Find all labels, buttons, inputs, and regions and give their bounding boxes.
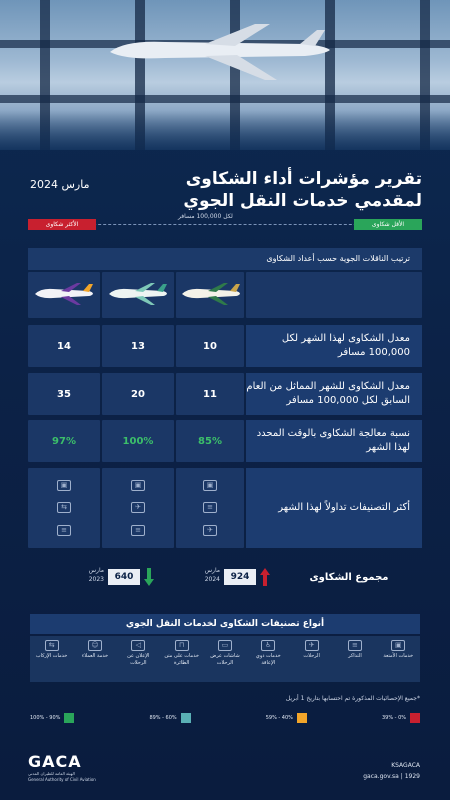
plane-icon: ✈: [203, 525, 217, 537]
airline-2-plane-icon: [109, 283, 167, 305]
airline-1-plane-icon: [182, 283, 240, 305]
website-link[interactable]: gaca.gov.sa: [363, 773, 399, 780]
row1-airline-3: 14: [28, 325, 100, 367]
person-icon: ☺: [87, 640, 102, 651]
row1-airline-2: 13: [102, 325, 174, 367]
row2-label: معدل الشكاوى للشهر المماثل من العام السا…: [246, 373, 422, 415]
report-title: تقرير مؤشرات أداء الشكاوى لمقدمي خدمات ا…: [183, 168, 422, 212]
row4-airline-3: ▣ ⇆ ≡: [28, 468, 100, 548]
categories-list: ▣ خدمات الأمتعة ≡ التذاكر ✈ الرحلات ♿ خدمات …: [30, 636, 420, 682]
title-line-1: تقرير مؤشرات أداء الشكاوى: [185, 169, 422, 189]
most-complaints-tag: الأكثر شكاوى: [28, 219, 96, 230]
category-item: ✈ الرحلات: [303, 640, 320, 659]
megaphone-icon: ◁: [131, 640, 146, 651]
boarding-icon: ⇆: [57, 502, 71, 514]
category-item: ⇆ خدمات الإركاب: [35, 640, 68, 659]
table-header: ترتيب الناقلات الجوية حسب أعداد الشكاوى: [28, 248, 422, 270]
legend-item: 89% - 60%: [149, 712, 191, 724]
total-current-period: مارس 2024: [204, 567, 220, 583]
phone-number: 1929: [404, 773, 420, 780]
row1-label-text: معدل الشكاوى لهذا الشهر لكل 100,000 مساف…: [281, 333, 410, 358]
row3-airline-2: 100%: [102, 420, 174, 462]
category-item: ◁ الإعلان عن الرحلات: [127, 640, 150, 666]
row3-label: نسبة معالجة الشكاوى بالوقت المحدد لهذا ا…: [246, 420, 422, 462]
row4-label-text: أكثر التصنيفات تداولاً لهذا الشهر: [278, 502, 410, 513]
row2-label-text: معدل الشكاوى للشهر المماثل من العام السا…: [246, 381, 410, 406]
airline-3-plane-icon: [35, 283, 93, 305]
legend-item: 39% - 0%: [382, 712, 420, 724]
ticket-icon: ≡: [203, 502, 217, 514]
bag-icon: ▣: [57, 479, 71, 491]
row2-airline-2: 20: [102, 373, 174, 415]
screen-icon: ▭: [217, 640, 232, 651]
bag-icon: ▣: [391, 640, 406, 651]
legend: 39% - 0% 59% - 40% 89% - 60% 100% - 90%: [30, 712, 420, 724]
ticket-icon: ≡: [57, 525, 71, 537]
total-current-value: 924: [224, 569, 256, 585]
total-current: مارس 2024 924: [196, 566, 276, 588]
row4-label: أكثر التصنيفات تداولاً لهذا الشهر: [246, 468, 422, 548]
title-line-2: لمقدمي خدمات النقل الجوي: [183, 191, 422, 211]
row2-airline-3: 35: [28, 373, 100, 415]
footer-contacts: KSAGACA gaca.gov.sa | 1929: [363, 762, 420, 780]
ticket-icon: ≡: [347, 640, 362, 651]
boarding-icon: ⇆: [44, 640, 59, 651]
total-previous: مارس 2023 640: [80, 566, 160, 588]
plane-icon: ✈: [304, 640, 319, 651]
row3-airline-3: 97%: [28, 420, 100, 462]
legend-item: 100% - 90%: [30, 712, 75, 724]
legend-item: 59% - 40%: [266, 712, 307, 724]
per-passengers-label: لكل 100,000 مسافر: [178, 213, 233, 220]
least-complaints-tag: الأقل شكاوى: [354, 219, 422, 230]
category-item: ▣ خدمات الأمتعة: [383, 640, 414, 659]
category-item: ☺ خدمة العملاء: [81, 640, 109, 659]
category-item: ♿ خدمات ذوي الإعاقة: [255, 640, 281, 666]
total-previous-value: 640: [108, 569, 140, 585]
gaca-logo: GACA الهيئة العامة للطيران المدني Genera…: [28, 752, 96, 783]
row1-airline-1: 10: [176, 325, 244, 367]
arrow-up-icon: [260, 568, 270, 586]
airline-cell-blank: [246, 272, 422, 318]
gaca-brand-ar: الهيئة العامة للطيران المدني: [28, 771, 75, 776]
categories-title: أنواع تصنيفات الشكاوى لخدمات النقل الجوي: [30, 614, 420, 634]
seat-icon: ⊓: [174, 640, 189, 651]
row3-airline-1: 85%: [176, 420, 244, 462]
category-item: ≡ التذاكر: [347, 640, 362, 659]
airplane-illustration: [110, 24, 330, 80]
total-previous-period: مارس 2023: [88, 567, 104, 583]
gaca-brand: GACA: [28, 752, 82, 771]
plane-icon: ✈: [131, 502, 145, 514]
report-date: مارس 2024: [30, 178, 90, 191]
bag-icon: ▣: [203, 479, 217, 491]
ticket-icon: ≡: [131, 525, 145, 537]
row1-label: معدل الشكاوى لهذا الشهر لكل 100,000 مساف…: [246, 325, 422, 367]
gaca-brand-en: General Authority of Civil Aviation: [28, 777, 96, 782]
arrow-down-icon: [144, 568, 154, 586]
row3-label-text: نسبة معالجة الشكاوى بالوقت المحدد لهذا ا…: [256, 428, 410, 453]
category-item: ⊓ خدمات على متن الطائرة: [164, 640, 199, 666]
complaints-scale: الأكثر شكاوى لكل 100,000 مسافر الأقل شكا…: [28, 213, 422, 231]
bag-icon: ▣: [131, 479, 145, 491]
footnote: *جميع الإحصائيات المذكورة تم احتسابها بت…: [285, 695, 420, 702]
total-complaints-label: مجموع الشكاوى: [309, 572, 389, 583]
wheelchair-icon: ♿: [261, 640, 276, 651]
row4-airline-2: ▣ ✈ ≡: [102, 468, 174, 548]
hero-image: [0, 0, 450, 150]
row2-airline-1: 11: [176, 373, 244, 415]
social-handle[interactable]: KSAGACA: [391, 762, 420, 769]
row4-airline-1: ▣ ≡ ✈: [176, 468, 244, 548]
category-item: ▭ شاشات عرض الرحلات: [210, 640, 240, 666]
